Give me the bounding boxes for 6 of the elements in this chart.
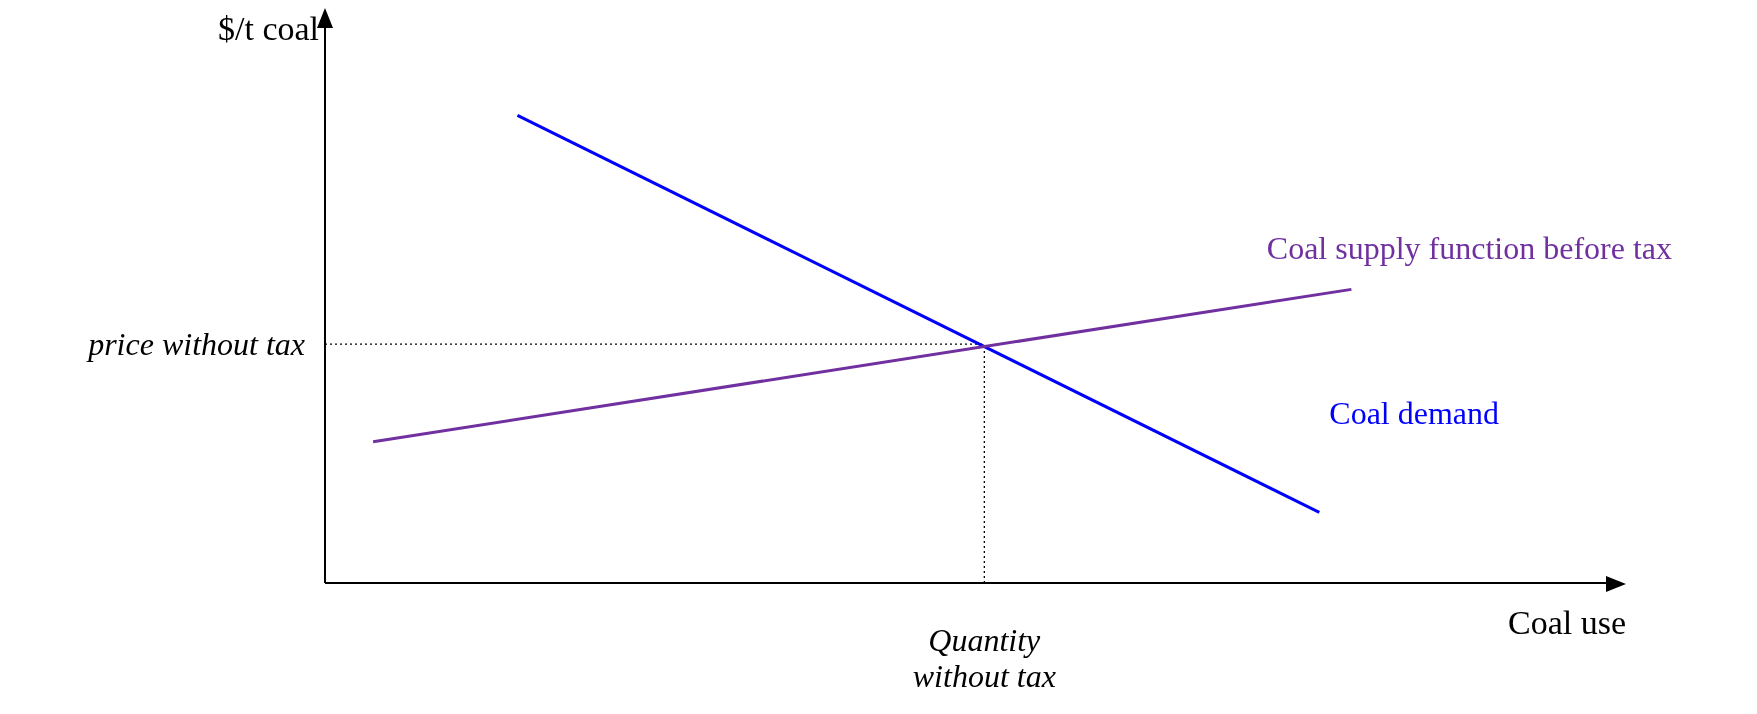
ref-line-label: price without tax	[86, 326, 305, 363]
text: Coal demand	[1329, 395, 1500, 432]
text: Quantity without tax	[912, 622, 1056, 694]
x-axis-title: Coal use	[1508, 604, 1627, 642]
y-axis-title: $/t coal	[218, 10, 320, 48]
series-label: Coal supply function before tax	[1266, 230, 1673, 267]
